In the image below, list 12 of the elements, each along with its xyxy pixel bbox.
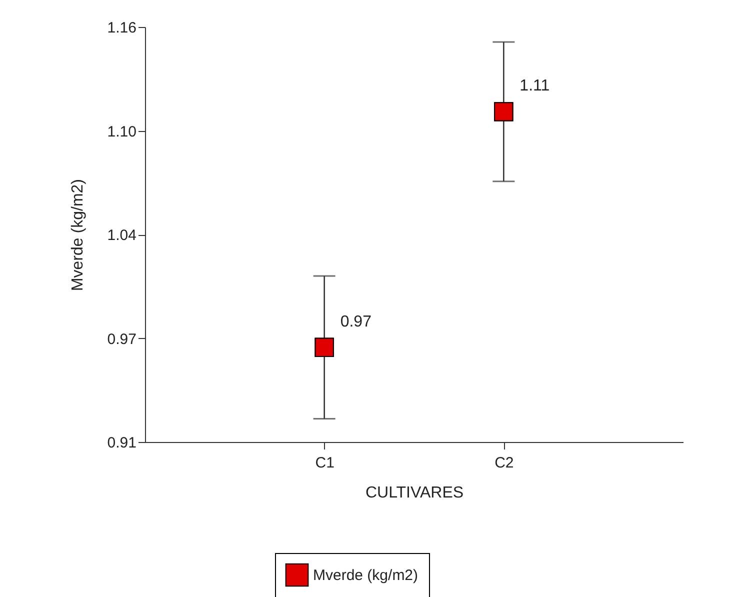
data-label: 0.97 — [340, 313, 372, 330]
y-tick-label: 1.04 — [107, 227, 136, 244]
legend-label: Mverde (kg/m2) — [313, 567, 418, 584]
x-tick-label: C2 — [494, 454, 514, 472]
y-axis-title: Mverde (kg/m2) — [69, 178, 86, 292]
x-axis-title: CULTIVARES — [365, 484, 464, 502]
y-tick-label: 0.91 — [107, 434, 136, 452]
y-tick-label: 0.97 — [107, 330, 136, 348]
data-label: 1.11 — [520, 78, 550, 95]
y-tick-label: 1.10 — [107, 123, 136, 140]
y-tick-label: 1.16 — [107, 20, 136, 36]
x-tick-label: C1 — [315, 454, 334, 472]
